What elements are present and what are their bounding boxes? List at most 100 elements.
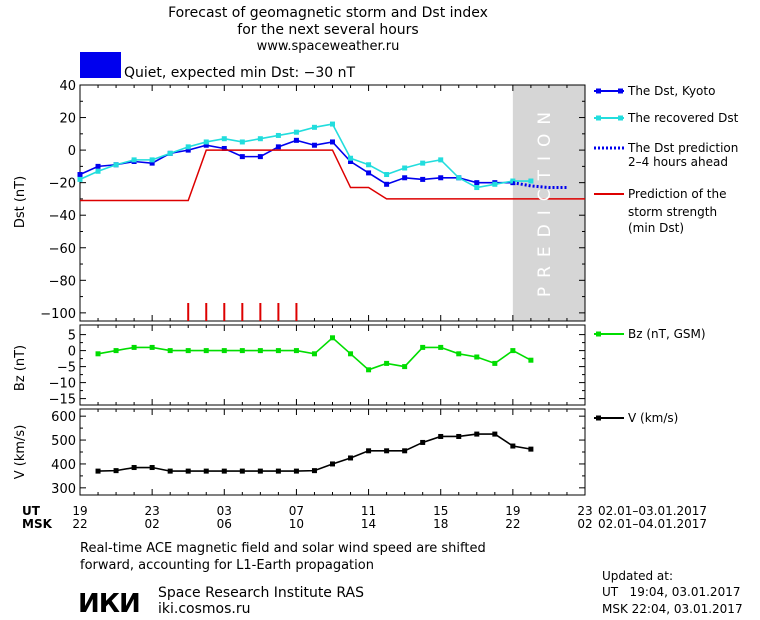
v-panel: 600 500 400 300 — [51, 408, 586, 497]
bz-series-0-point — [456, 351, 462, 357]
title-line-3: www.spaceweather.ru — [257, 39, 400, 54]
dst-series-3-line — [80, 149, 585, 202]
dst-panel: 40 20 0 −20 −40 −60 −80 −100 — [40, 79, 586, 322]
v-series-0-point — [203, 468, 209, 474]
v-series-0-line — [98, 433, 532, 472]
v-series-0-point — [492, 431, 498, 437]
dst-series-1-point — [366, 162, 372, 168]
bz-series-0-point — [348, 351, 354, 357]
status-text: Quiet, expected min Dst: −30 nT — [124, 65, 356, 81]
title-line-2: for the next several hours — [237, 22, 418, 38]
dst-series-1-point — [311, 124, 317, 130]
dst-ytick-label: 0 — [68, 144, 76, 159]
msk-tick-label: 10 — [289, 517, 304, 531]
ut-tick-label: 19 — [72, 504, 87, 518]
dst-series-0-point — [239, 154, 245, 160]
dst-series-0-point — [293, 137, 299, 143]
dst-series-1-point — [149, 157, 155, 163]
bz-ytick-label: −5 — [57, 361, 76, 376]
dst-series-1-point — [293, 129, 299, 135]
v-series-0-point — [257, 468, 263, 474]
dst-ytick-label: −100 — [40, 307, 76, 322]
dst-series-1-point — [185, 144, 191, 150]
v-series-0-point — [311, 468, 317, 474]
msk-tick-label: 14 — [361, 517, 376, 531]
legend-v: V (km/s) — [594, 411, 678, 425]
v-frame — [79, 408, 586, 496]
bz-series-0-point — [257, 348, 263, 354]
legend: The Dst, Kyoto The recovered Dst The Dst… — [594, 84, 739, 425]
status-color-swatch — [80, 52, 121, 78]
v-ytick-label: 600 — [51, 410, 76, 425]
msk-tick-label: 06 — [217, 517, 232, 531]
legend-bz-label: Bz (nT, GSM) — [628, 327, 706, 341]
bz-series-0-point — [293, 348, 299, 354]
dst-series-0-point — [257, 154, 263, 160]
dst-series-1-point — [257, 136, 263, 142]
legend-v-label: V (km/s) — [628, 411, 678, 425]
dst-series-0-point — [311, 142, 317, 148]
v-series-0-point — [330, 461, 335, 467]
dst-series-1-point — [113, 162, 119, 168]
dst-series-1-line — [79, 123, 531, 189]
bz-series-0-point — [131, 344, 137, 350]
bz-series-0-point — [185, 348, 191, 354]
legend-dst-recovered: The recovered Dst — [594, 111, 739, 125]
dst-frame — [79, 84, 586, 322]
v-series-0-point — [293, 468, 299, 474]
dst-ytick-label: −60 — [49, 242, 76, 257]
legend-storm-label-1: Prediction of the — [628, 187, 727, 201]
dst-series-1-point — [77, 176, 83, 182]
legend-dst-kyoto: The Dst, Kyoto — [594, 84, 715, 98]
dst-series-1-point — [275, 132, 281, 138]
msk-tick-label: 22 — [505, 517, 520, 531]
legend-dst-prediction-label-2: 2–4 hours ahead — [628, 155, 728, 169]
ut-tick-label: 23 — [145, 504, 160, 518]
dst-series-1-point — [221, 136, 227, 142]
legend-storm: Prediction of the storm strength (min Ds… — [594, 187, 727, 235]
bz-series-0-point — [402, 364, 408, 370]
v-series-0-point — [366, 448, 372, 454]
bz-panel: 50−5−10−15 — [49, 324, 586, 408]
dst-series-0-point — [77, 172, 83, 178]
bz-series-0-point — [438, 344, 444, 350]
dst-series-1-point — [402, 165, 408, 171]
bz-series-0-point — [366, 367, 372, 373]
dst-series-0-line — [79, 139, 513, 186]
dst-series-1-point — [438, 157, 444, 163]
ut-tick-label: 15 — [433, 504, 448, 518]
dst-series-0-point — [330, 139, 335, 145]
bz-series-0-point — [95, 351, 101, 357]
dst-ytick-label: −80 — [49, 274, 76, 289]
legend-bz: Bz (nT, GSM) — [594, 327, 706, 341]
ut-label: UT — [22, 504, 41, 518]
msk-tick-label: 02 — [577, 517, 592, 531]
bz-ytick-label: −15 — [49, 393, 76, 408]
v-series-0-point — [348, 455, 354, 461]
institute-website: iki.cosmos.ru — [158, 601, 250, 617]
v-ytick-label: 500 — [51, 434, 76, 449]
time-axis: 19 23 03 07 11 15 19 23 22 02 06 10 14 18 22 02 — [72, 504, 592, 531]
v-series-0-point — [95, 468, 101, 474]
v-axis-title: V (km/s) — [13, 425, 28, 480]
dst-series-1-point — [203, 139, 209, 145]
dst-series-1-point — [239, 139, 245, 145]
v-series-0-point — [438, 433, 444, 439]
iki-logo: ИКИ — [78, 589, 140, 619]
updated-label: Updated at: — [602, 569, 673, 583]
legend-storm-label-3: (min Dst) — [628, 221, 684, 235]
dst-series-0-point — [348, 158, 354, 164]
bz-series-0-point — [528, 357, 534, 363]
legend-dst-recovered-label: The recovered Dst — [627, 111, 739, 125]
msk-tick-label: 18 — [433, 517, 448, 531]
dst-series-0-point — [366, 170, 372, 176]
bz-series-0-point — [311, 351, 317, 357]
dst-series-0-point — [275, 144, 281, 150]
v-series-0-point — [456, 433, 462, 439]
dst-series-1-point — [510, 178, 516, 184]
dst-series-1-point — [492, 181, 498, 187]
dst-series-0-point — [149, 160, 155, 166]
bz-ytick-label: 5 — [68, 329, 76, 344]
v-series-0-point — [510, 443, 516, 449]
